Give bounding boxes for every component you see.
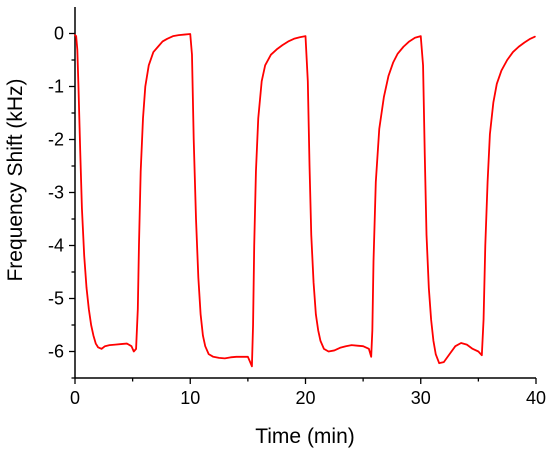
x-tick-label: 20 <box>295 388 315 408</box>
x-tick-label: 40 <box>526 388 546 408</box>
x-axis: 0 10 20 30 40 <box>70 377 546 408</box>
y-tick-label: -6 <box>48 342 64 362</box>
y-tick-label: -2 <box>48 130 64 150</box>
y-tick-label: -4 <box>48 236 64 256</box>
y-tick-label: -3 <box>48 183 64 203</box>
y-tick-label: -5 <box>48 289 64 309</box>
x-tick-label: 10 <box>180 388 200 408</box>
series-line-1 <box>74 33 536 368</box>
y-tick-label: -1 <box>48 77 64 97</box>
y-axis-title: Frequency Shift (kHz) <box>4 78 27 281</box>
series-group <box>74 33 536 368</box>
x-axis-title: Time (min) <box>255 425 355 448</box>
y-axis: 0 -1 -2 -3 -4 -5 -6 <box>48 7 76 379</box>
x-tick-label: 0 <box>70 388 80 408</box>
x-tick-label: 30 <box>411 388 431 408</box>
y-tick-label: 0 <box>54 24 64 44</box>
